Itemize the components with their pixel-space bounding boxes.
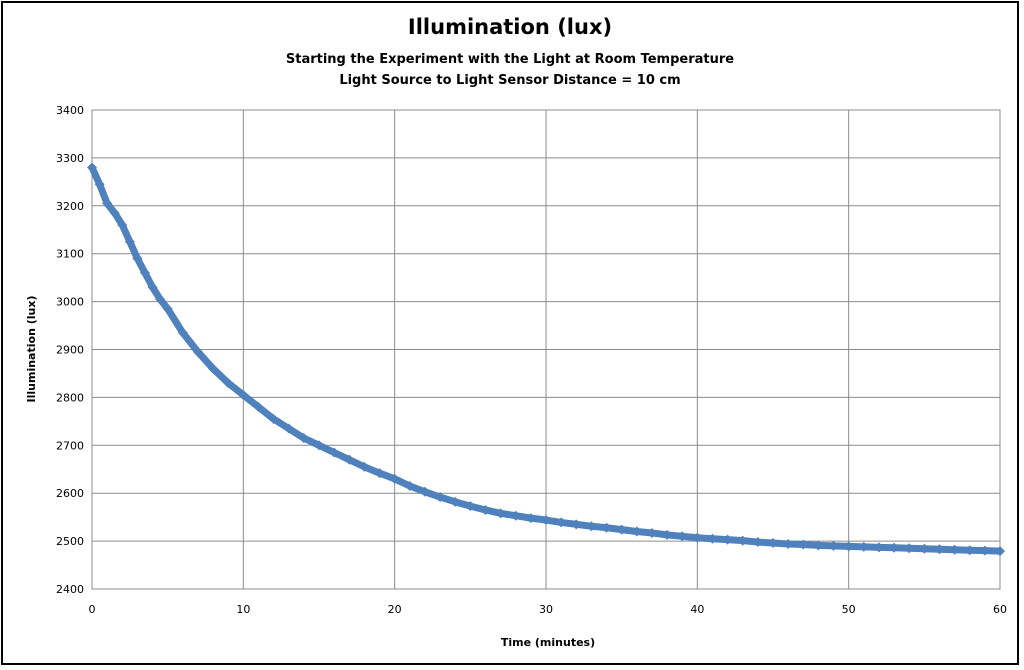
y-tick-label: 2500	[56, 535, 84, 548]
data-point	[344, 454, 355, 465]
y-axis-title: Illumination (lux)	[25, 296, 38, 403]
data-series	[87, 162, 1005, 557]
data-point	[828, 540, 839, 551]
data-point	[510, 510, 521, 521]
data-point	[155, 294, 166, 305]
x-tick-label: 50	[842, 603, 856, 616]
x-axis-title: Time (minutes)	[501, 636, 595, 649]
data-point	[253, 401, 264, 412]
data-point	[949, 544, 960, 555]
data-point	[616, 524, 627, 535]
data-point	[374, 468, 385, 479]
plot-area	[91, 109, 1001, 590]
data-point	[631, 526, 642, 537]
data-point	[873, 542, 884, 553]
data-point	[889, 542, 900, 553]
data-point	[139, 267, 150, 278]
data-point	[586, 521, 597, 532]
x-tick-label: 20	[388, 603, 402, 616]
tick-labels: 2400 2500 2600 2700 2800 2900 3000 3100 3200 3300…	[56, 104, 1007, 616]
chart-subtitle-line-1: Starting the Experiment with the Light a…	[286, 52, 734, 67]
x-tick-label: 10	[236, 603, 250, 616]
data-point	[450, 496, 461, 507]
data-point	[692, 532, 703, 543]
data-point	[283, 423, 294, 434]
data-point	[737, 535, 748, 546]
data-point	[722, 534, 733, 545]
data-point	[102, 198, 113, 209]
data-point	[571, 519, 582, 530]
y-tick-label: 2900	[56, 344, 84, 357]
data-point	[813, 540, 824, 551]
y-tick-label: 3300	[56, 152, 84, 165]
data-point	[646, 527, 657, 538]
data-point	[556, 517, 567, 528]
data-point	[979, 545, 990, 556]
x-tick-label: 60	[993, 603, 1007, 616]
data-point	[677, 531, 688, 542]
data-point	[707, 533, 718, 544]
data-point	[147, 282, 158, 293]
data-point	[435, 492, 446, 503]
data-point	[995, 546, 1005, 557]
data-point	[662, 529, 673, 540]
data-point	[480, 504, 491, 515]
data-point	[404, 481, 415, 492]
data-point	[109, 207, 120, 218]
x-tick-label: 40	[690, 603, 704, 616]
data-point	[419, 486, 430, 497]
y-tick-label: 2800	[56, 391, 84, 404]
y-tick-label: 2600	[56, 487, 84, 500]
data-point	[87, 162, 97, 173]
data-point	[541, 515, 551, 526]
y-tick-label: 3000	[56, 296, 84, 309]
data-point	[798, 539, 809, 550]
chart-title: Illumination (lux)	[408, 15, 612, 39]
data-point	[314, 440, 324, 451]
data-point	[162, 303, 173, 314]
data-point	[132, 253, 143, 264]
y-tick-label: 3200	[56, 200, 84, 213]
x-tick-label: 30	[539, 603, 553, 616]
data-point	[124, 236, 135, 247]
y-tick-label: 3100	[56, 248, 84, 261]
data-point	[223, 378, 234, 389]
y-tick-label: 2400	[56, 583, 84, 596]
data-point	[783, 538, 794, 549]
data-point	[752, 537, 763, 548]
data-point	[117, 219, 128, 230]
data-point	[192, 346, 203, 357]
data-point	[601, 522, 612, 533]
data-point	[268, 413, 279, 424]
data-point	[964, 545, 975, 556]
data-point	[904, 543, 915, 554]
data-point	[934, 544, 945, 555]
y-tick-label: 3400	[56, 104, 84, 117]
data-point	[359, 461, 370, 472]
data-point	[208, 363, 219, 374]
y-tick-label: 2700	[56, 439, 84, 452]
data-point	[177, 327, 188, 338]
data-point	[298, 433, 309, 444]
data-point	[94, 179, 105, 190]
data-point	[858, 541, 869, 552]
data-point	[768, 538, 778, 549]
data-point	[495, 508, 506, 519]
chart-subtitle-line-2: Light Source to Light Sensor Distance = …	[339, 73, 680, 88]
data-point	[919, 543, 930, 554]
data-point	[525, 513, 536, 524]
data-point	[843, 541, 854, 552]
data-point	[389, 473, 400, 484]
data-point	[329, 447, 340, 458]
data-point	[465, 501, 476, 512]
x-tick-label: 0	[89, 603, 96, 616]
data-point	[238, 390, 249, 401]
